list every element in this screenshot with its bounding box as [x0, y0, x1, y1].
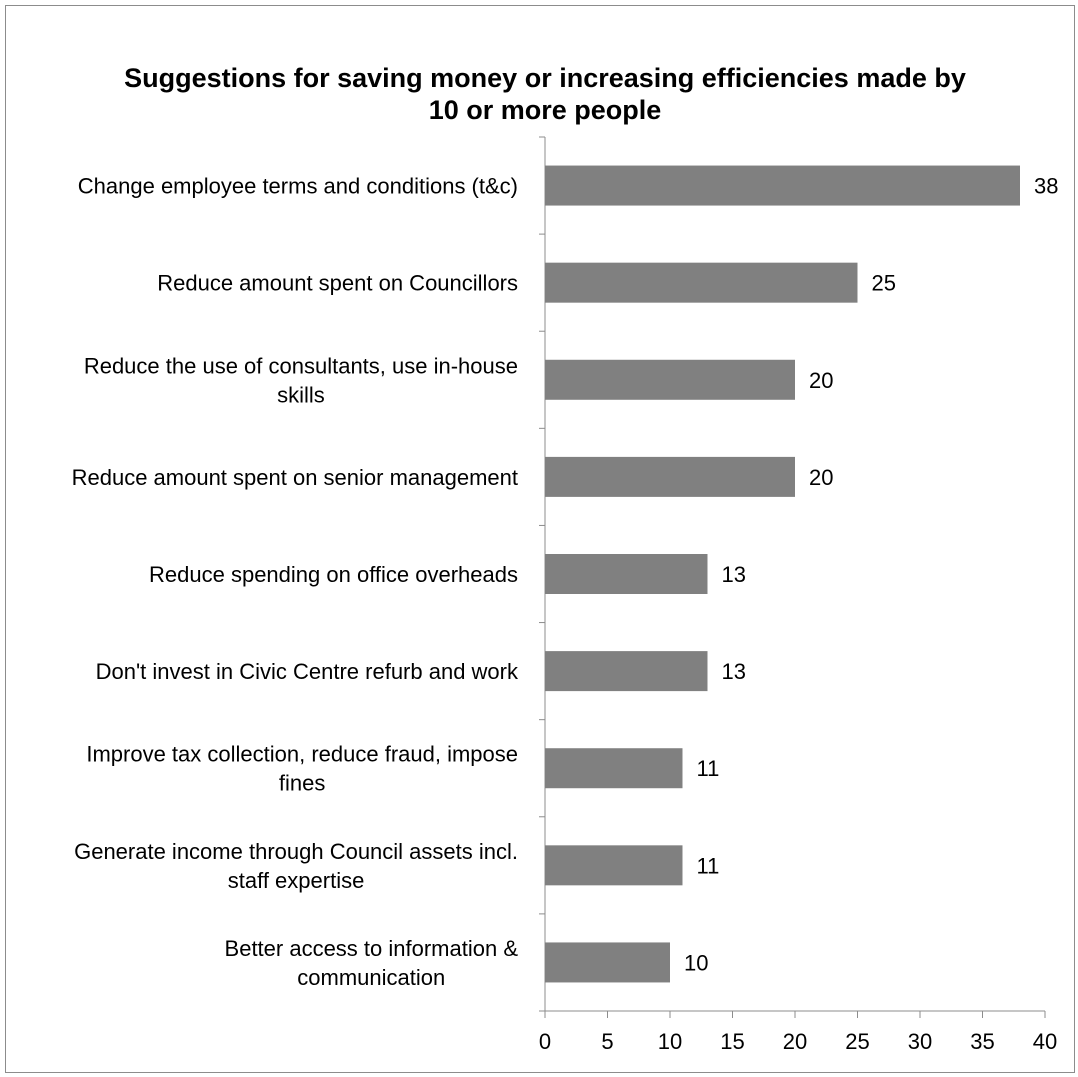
bar: [545, 942, 670, 983]
bar: [545, 845, 683, 886]
category-label-line: fines: [279, 771, 325, 796]
chart-title: Suggestions for saving money or increasi…: [0, 62, 1078, 126]
category-label-line: Reduce amount spent on senior management: [72, 465, 518, 490]
data-label: 38: [1034, 174, 1058, 199]
x-tick-label: 30: [908, 1029, 932, 1054]
chart-title-line-2: 10 or more people: [428, 95, 662, 125]
x-tick-label: 35: [970, 1029, 994, 1054]
x-tick-label: 0: [539, 1029, 551, 1054]
data-label: 20: [809, 368, 833, 393]
category-label-line: Reduce the use of consultants, use in-ho…: [84, 353, 518, 378]
x-tick-label: 25: [845, 1029, 869, 1054]
x-tick-label: 10: [658, 1029, 682, 1054]
data-label: 20: [809, 465, 833, 490]
category-label: Reduce the use of consultants, use in-ho…: [84, 353, 518, 407]
x-tick-label: 15: [720, 1029, 744, 1054]
category-label-line: Reduce spending on office overheads: [149, 562, 518, 587]
data-label: 11: [697, 853, 720, 878]
category-label: Reduce spending on office overheads: [149, 562, 518, 587]
category-label-line: communication: [297, 965, 445, 990]
bar: [545, 165, 1020, 206]
data-label: 11: [697, 756, 720, 781]
category-label-line: staff expertise: [228, 868, 365, 893]
data-label: 13: [722, 562, 746, 587]
bar: [545, 651, 708, 692]
category-label: Reduce amount spent on senior management: [72, 465, 518, 490]
category-label-line: Reduce amount spent on Councillors: [157, 271, 518, 296]
category-label: Reduce amount spent on Councillors: [157, 271, 518, 296]
category-label: Better access to information & communicat…: [225, 936, 519, 990]
chart-title-line-1: Suggestions for saving money or increasi…: [124, 63, 966, 93]
category-label-line: Change employee terms and conditions (t&…: [78, 174, 518, 199]
bar: [545, 456, 795, 497]
category-label: Improve tax collection, reduce fraud, im…: [86, 742, 518, 796]
bar: [545, 359, 795, 400]
bar: [545, 554, 708, 594]
category-label-line: Don't invest in Civic Centre refurb and …: [96, 659, 519, 684]
data-label: 25: [872, 271, 896, 296]
category-label-line: skills: [277, 382, 325, 407]
bar: [545, 262, 858, 303]
data-label: 10: [684, 950, 708, 975]
x-tick-label: 20: [783, 1029, 807, 1054]
category-label: Change employee terms and conditions (t&…: [78, 174, 518, 199]
category-label: Don't invest in Civic Centre refurb and …: [96, 659, 519, 684]
data-label: 13: [722, 659, 746, 684]
category-label-line: Generate income through Council assets i…: [74, 839, 518, 864]
x-tick-label: 40: [1033, 1029, 1057, 1054]
category-label: Generate income through Council assets i…: [74, 839, 518, 893]
bar: [545, 748, 683, 789]
x-tick-label: 5: [601, 1029, 613, 1054]
category-label-line: Improve tax collection, reduce fraud, im…: [86, 742, 518, 767]
category-label-line: Better access to information &: [225, 936, 519, 961]
